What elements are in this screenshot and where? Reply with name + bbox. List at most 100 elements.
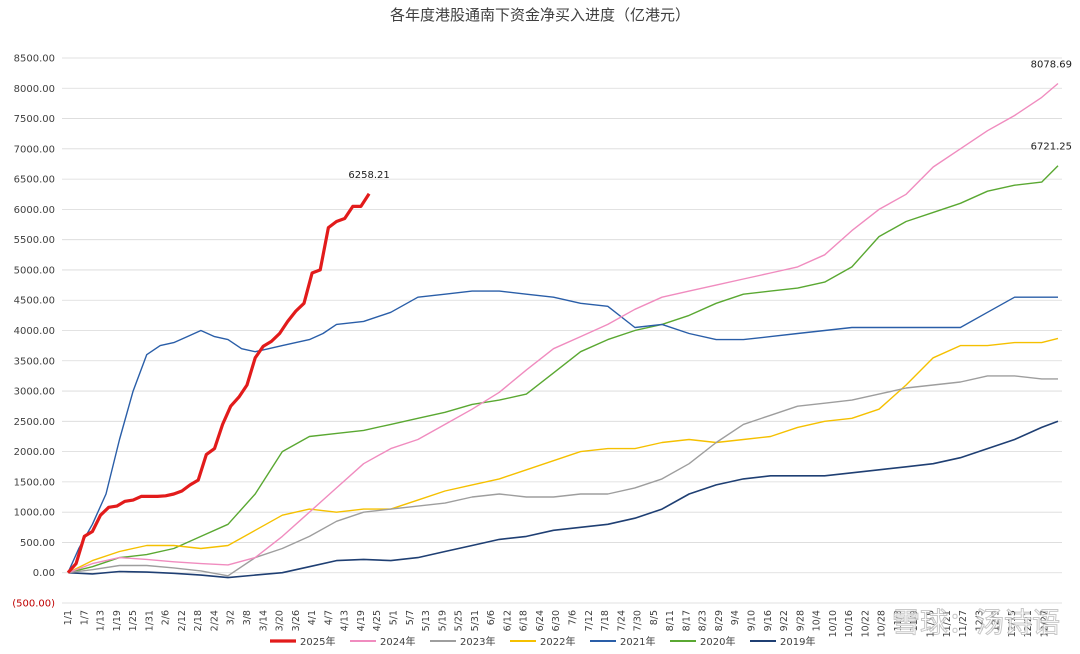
end-value-label: 6721.25 [1031, 142, 1072, 153]
x-tick-label: 10/16 [844, 610, 855, 637]
legend-label: 2019年 [780, 635, 815, 648]
x-tick-label: 12/21 [1023, 610, 1034, 637]
x-tick-label: 9/22 [779, 610, 790, 631]
end-value-label: 6258.21 [348, 170, 389, 181]
y-tick-label: 2000.00 [14, 447, 55, 458]
x-tick-label: 3/20 [275, 610, 286, 631]
end-labels: 6721.25 8078.69 6258.21 [348, 60, 1072, 181]
x-tick-label: 4/7 [323, 610, 334, 625]
x-tick-label: 7/24 [616, 610, 627, 631]
series-line-2024年 [67, 82, 1059, 574]
end-value-label: 8078.69 [1031, 60, 1072, 71]
x-tick-label: 4/1 [307, 610, 318, 625]
x-axis-ticks: 1/1 1/7 1/13 1/19 1/25 1/31 2/6 2/12 2/18 2/24 3/2… [63, 610, 1050, 637]
y-tick-label: 6500.00 [14, 175, 55, 186]
x-tick-label: 4/25 [372, 610, 383, 631]
x-tick-label: 10/4 [812, 610, 823, 631]
legend: 2025年 2024年 2023年 2022年 2021年 2020年 2019年 [270, 635, 815, 648]
x-tick-label: 9/4 [730, 610, 741, 625]
legend-label: 2023年 [460, 635, 495, 648]
y-tick-label: 3000.00 [14, 387, 55, 398]
legend-label: 2022年 [540, 635, 575, 648]
y-tick-label: (500.00) [12, 599, 55, 610]
x-tick-label: 11/15 [926, 610, 937, 637]
legend-label: 2021年 [620, 635, 655, 648]
x-tick-label: 3/8 [242, 610, 253, 625]
x-tick-label: 11/21 [942, 610, 953, 637]
x-tick-label: 9/10 [747, 610, 758, 631]
series-line-2025年 [66, 192, 371, 574]
y-tick-label: 5500.00 [14, 235, 55, 246]
series-line-2023年 [67, 375, 1058, 577]
watermark-text: 雪球：汤诗语 [892, 606, 1060, 639]
series-line-2020年 [67, 165, 1059, 574]
x-tick-label: 6/24 [535, 610, 546, 631]
x-tick-label: 9/28 [795, 610, 806, 631]
x-tick-label: 3/14 [258, 610, 269, 631]
x-tick-label: 3/26 [291, 610, 302, 631]
x-tick-label: 1/25 [128, 610, 139, 631]
x-tick-label: 1/19 [112, 610, 123, 631]
x-tick-label: 8/17 [681, 610, 692, 631]
x-tick-label: 2/24 [209, 610, 220, 631]
x-tick-label: 5/25 [454, 610, 465, 631]
x-tick-label: 1/7 [79, 610, 90, 625]
x-tick-label: 8/5 [649, 610, 660, 625]
x-tick-label: 8/23 [698, 610, 709, 631]
x-tick-label: 2/18 [193, 610, 204, 631]
x-tick-label: 10/10 [828, 610, 839, 637]
legend-label: 2020年 [700, 635, 735, 648]
x-tick-label: 1/13 [96, 610, 107, 631]
x-tick-label: 12/15 [1007, 610, 1018, 637]
y-tick-label: 4000.00 [14, 326, 55, 337]
y-tick-label: 6000.00 [14, 205, 55, 216]
x-tick-label: 2/12 [177, 610, 188, 631]
y-tick-label: 2500.00 [14, 417, 55, 428]
series-lines [66, 82, 1059, 579]
x-tick-label: 4/19 [356, 610, 367, 631]
x-tick-label: 7/30 [633, 610, 644, 631]
x-tick-label: 8/29 [714, 610, 725, 631]
series-line-2021年 [67, 290, 1058, 573]
x-tick-label: 12/3 [974, 610, 985, 631]
y-tick-label: 500.00 [20, 538, 55, 549]
y-tick-label: 1500.00 [14, 477, 55, 488]
x-tick-label: 3/2 [226, 610, 237, 625]
x-tick-label: 12/27 [1039, 610, 1050, 637]
x-tick-label: 2/6 [161, 610, 172, 625]
gridlines [62, 57, 1062, 604]
x-tick-label: 7/12 [584, 610, 595, 631]
x-tick-label: 5/31 [470, 610, 481, 631]
x-tick-label: 10/28 [877, 610, 888, 637]
y-tick-label: 1000.00 [14, 508, 55, 519]
y-tick-label: 0.00 [33, 568, 55, 579]
legend-label: 2025年 [300, 635, 335, 648]
x-tick-label: 1/1 [63, 610, 74, 625]
x-tick-label: 5/7 [405, 610, 416, 625]
x-tick-label: 5/19 [437, 610, 448, 631]
y-tick-label: 7000.00 [14, 144, 55, 155]
y-axis-ticks: (500.00) 0.00 500.00 1000.00 1500.00 2000.00 2… [12, 54, 55, 610]
x-tick-label: 4/13 [340, 610, 351, 631]
x-tick-label: 8/11 [665, 610, 676, 631]
y-tick-label: 4500.00 [14, 296, 55, 307]
y-tick-label: 5000.00 [14, 265, 55, 276]
series-line-2019年 [67, 420, 1059, 579]
x-tick-label: 11/27 [958, 610, 969, 637]
chart-title: 各年度港股通南下资金净买入进度（亿港元） [390, 6, 690, 24]
x-tick-label: 5/1 [388, 610, 399, 625]
x-tick-label: 7/6 [567, 610, 578, 625]
x-tick-label: 6/30 [551, 610, 562, 631]
x-tick-label: 6/12 [502, 610, 513, 631]
y-tick-label: 8500.00 [14, 54, 55, 65]
x-tick-label: 6/6 [486, 610, 497, 625]
x-tick-label: 10/22 [860, 610, 871, 637]
x-tick-label: 6/18 [519, 610, 530, 631]
x-tick-label: 9/16 [763, 610, 774, 631]
x-tick-label: 11/3 [893, 610, 904, 631]
y-tick-label: 8000.00 [14, 84, 55, 95]
legend-label: 2024年 [380, 635, 415, 648]
x-tick-label: 7/18 [600, 610, 611, 631]
x-tick-label: 11/9 [909, 610, 920, 631]
